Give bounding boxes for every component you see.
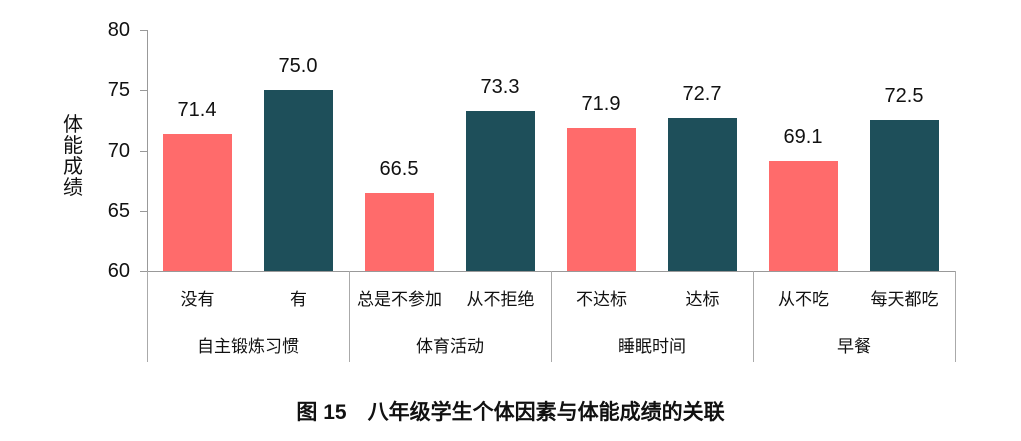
category-label: 每天都吃: [870, 290, 939, 309]
bar: [466, 110, 535, 271]
bar-value-label: 71.9: [581, 92, 621, 115]
category-label: 从不吃: [778, 290, 829, 309]
bar-value-label: 73.3: [480, 75, 520, 98]
y-tick-mark: [140, 90, 147, 92]
category-label: 从不拒绝: [466, 290, 535, 309]
group-separator: [551, 271, 552, 362]
group-separator: [955, 271, 956, 362]
group-label: 早餐: [837, 337, 871, 356]
group-separator: [349, 271, 350, 362]
bar-value-label: 71.4: [177, 98, 217, 121]
group-label: 体育活动: [416, 337, 484, 356]
y-tick-label: 70: [107, 139, 130, 162]
bar: [668, 117, 737, 271]
category-label: 没有: [180, 290, 215, 309]
y-tick-mark: [140, 210, 147, 212]
y-tick-label: 60: [107, 260, 130, 282]
bar-value-label: 66.5: [379, 157, 419, 180]
y-axis-line: [147, 30, 148, 272]
group-separator: [147, 271, 148, 362]
y-tick-label: 65: [107, 199, 130, 222]
figure-caption: 图 15 八年级学生个体因素与体能成绩的关联: [296, 401, 725, 424]
y-tick-mark: [140, 150, 147, 152]
category-label: 达标: [685, 290, 720, 309]
group-label: 自主锻炼习惯: [197, 337, 299, 356]
y-axis-label: 体能成绩: [63, 114, 83, 199]
category-label: 总是不参加: [357, 290, 442, 309]
bar: [163, 133, 232, 271]
y-tick-label: 75: [107, 79, 130, 102]
group-label: 睡眠时间: [618, 337, 686, 356]
bar-value-label: 69.1: [783, 126, 823, 149]
category-label: 有: [290, 290, 307, 309]
bar-value-label: 72.7: [682, 82, 722, 105]
bar: [769, 161, 838, 271]
y-tick-label: 80: [107, 19, 130, 41]
group-separator: [753, 271, 754, 362]
y-tick-mark: [140, 30, 147, 31]
bar-value-label: 72.5: [884, 85, 924, 108]
bar-value-label: 75.0: [278, 55, 318, 78]
y-tick-mark: [140, 271, 147, 272]
bar: [567, 127, 636, 271]
bar: [365, 192, 434, 271]
category-label: 不达标: [576, 290, 627, 309]
bar: [264, 90, 333, 271]
bar: [870, 120, 939, 271]
